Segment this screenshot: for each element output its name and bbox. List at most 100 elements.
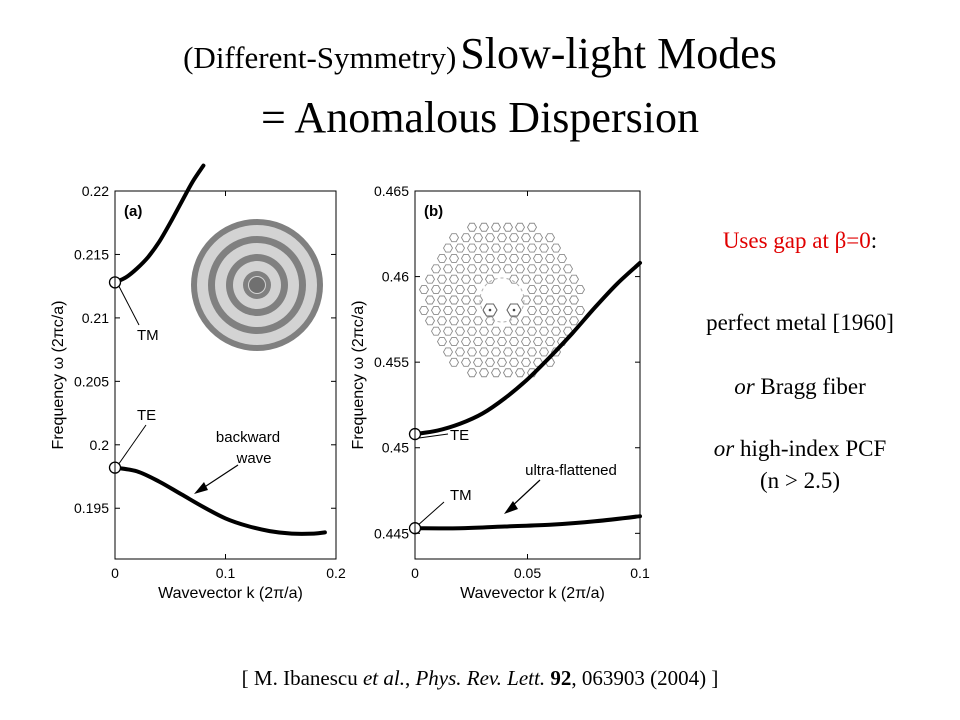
pcf-lattice-cell-66 bbox=[538, 285, 550, 295]
pcf-index-note: (n > 2.5) bbox=[759, 468, 841, 493]
panel-label: (a) bbox=[124, 203, 142, 220]
tm-leader-line bbox=[418, 501, 445, 525]
bragg-ring-8 bbox=[249, 277, 265, 293]
pcf-lattice-cell-119 bbox=[496, 337, 508, 347]
x-axis-label: Wavevector k (2π/a) bbox=[460, 585, 605, 602]
pcf-lattice-cell-101 bbox=[568, 316, 580, 326]
tm-leader-line bbox=[118, 286, 140, 326]
pcf-lattice-cell-20 bbox=[502, 243, 514, 253]
pcf-lattice-cell-51 bbox=[460, 274, 472, 284]
pcf-lattice-cell-90 bbox=[424, 316, 436, 326]
te-leader-line bbox=[418, 433, 449, 439]
pcf-lattice-cell-49 bbox=[436, 274, 448, 284]
te-leader-line bbox=[118, 424, 147, 464]
chart-panel-a: 0.195 0.2 0.205 0.21 0.215 0.22 0 0.1 0.2 Wavevec… bbox=[50, 163, 346, 602]
x-axis-label: Wavevector k (2π/a) bbox=[158, 585, 303, 602]
pcf-lattice-cell-70 bbox=[424, 295, 436, 305]
pcf-lattice-cell-77 bbox=[544, 295, 556, 305]
pcf-lattice-cell-22 bbox=[526, 243, 538, 253]
bragg-fiber-inset bbox=[191, 219, 323, 351]
pcf-lattice-cell-40 bbox=[478, 264, 490, 274]
pcf-lattice-cell-63 bbox=[454, 285, 466, 295]
wave-annotation: wave bbox=[235, 450, 271, 467]
pcf-lattice-cell-106 bbox=[478, 326, 490, 336]
pcf-lattice-cell-5 bbox=[526, 222, 538, 232]
pcf-or: or bbox=[713, 436, 735, 461]
title-main: Slow-light Modes bbox=[460, 29, 777, 78]
pcf-core-dot-1 bbox=[512, 308, 516, 312]
pcf-lattice-cell-30 bbox=[496, 253, 508, 263]
pcf-lattice-cell-25 bbox=[436, 253, 448, 263]
backward-arrow-shaft bbox=[199, 464, 239, 491]
photonic-crystal-fiber-inset bbox=[418, 222, 586, 378]
pcf-lattice-cell-55 bbox=[520, 274, 532, 284]
pcf-lattice-cell-19 bbox=[490, 243, 502, 253]
pcf-lattice-cell-132 bbox=[526, 347, 538, 357]
pcf-lattice-cell-130 bbox=[502, 347, 514, 357]
y-tick-label: 0.2 bbox=[90, 437, 110, 453]
y-tick-label: 0.21 bbox=[82, 310, 109, 326]
pcf-lattice-cell-111 bbox=[538, 326, 550, 336]
pcf-lattice-cell-116 bbox=[460, 337, 472, 347]
pcf-lattice-cell-60 bbox=[418, 285, 430, 295]
pcf-lattice-cell-104 bbox=[454, 326, 466, 336]
pcf-lattice-cell-37 bbox=[442, 264, 454, 274]
series-te-line bbox=[413, 260, 642, 437]
pcf-lattice-cell-53 bbox=[484, 274, 496, 284]
flattened-arrow-head bbox=[504, 501, 518, 514]
pcf-lattice-cell-6 bbox=[448, 233, 460, 243]
pcf-lattice-cell-86 bbox=[538, 305, 550, 315]
pcf-lattice-cell-121 bbox=[520, 337, 532, 347]
gap-note-colon: : bbox=[870, 228, 878, 253]
pcf-lattice-cell-59 bbox=[568, 274, 580, 284]
pcf-lattice-cell-133 bbox=[538, 347, 550, 357]
pcf-lattice-cell-102 bbox=[430, 326, 442, 336]
pcf-lattice-cell-3 bbox=[502, 222, 514, 232]
gap-note-symbol: β=0 bbox=[834, 228, 871, 253]
pcf-lattice-cell-73 bbox=[460, 295, 472, 305]
x-tick-label: 0.2 bbox=[326, 565, 346, 581]
tm-annotation: TM bbox=[450, 487, 472, 504]
pcf-lattice-cell-91 bbox=[436, 316, 448, 326]
pcf-lattice-cell-145 bbox=[478, 368, 490, 378]
pcf-core-hex-1 bbox=[506, 303, 522, 317]
series-tm-line bbox=[113, 163, 206, 285]
pcf-lattice-cell-107 bbox=[490, 326, 502, 336]
pcf-lattice-cell-1 bbox=[478, 222, 490, 232]
pcf-lattice-cell-76 bbox=[532, 295, 544, 305]
pcf-lattice-cell-146 bbox=[490, 368, 502, 378]
pcf-lattice-cell-138 bbox=[484, 357, 496, 367]
pcf-lattice-cell-115 bbox=[448, 337, 460, 347]
y-tick-label: 0.45 bbox=[382, 440, 409, 456]
pcf-lattice-cell-93 bbox=[460, 316, 472, 326]
pcf-lattice-cell-13 bbox=[532, 233, 544, 243]
pcf-lattice-cell-117 bbox=[472, 337, 484, 347]
pcf-lattice-cell-125 bbox=[442, 347, 454, 357]
pcf-lattice-cell-88 bbox=[562, 305, 574, 315]
pcf-lattice-cell-95 bbox=[484, 316, 496, 326]
backward-arrow-head bbox=[194, 482, 208, 494]
pcf-lattice-cell-89 bbox=[574, 305, 586, 315]
te-annotation: TE bbox=[450, 427, 469, 444]
pcf-lattice-cell-135 bbox=[448, 357, 460, 367]
y-axis-label: Frequency ω (2πc/a) bbox=[350, 301, 367, 450]
pcf-lattice-cell-35 bbox=[556, 253, 568, 263]
pcf-lattice-cell-34 bbox=[544, 253, 556, 263]
pcf-lattice-cell-79 bbox=[568, 295, 580, 305]
pcf-lattice-cell-33 bbox=[532, 253, 544, 263]
pcf-lattice-cell-11 bbox=[508, 233, 520, 243]
pcf-lattice-cell-46 bbox=[550, 264, 562, 274]
pcf-lattice-cell-12 bbox=[520, 233, 532, 243]
citation-volume: 92 bbox=[550, 666, 572, 690]
pcf-lattice-cell-18 bbox=[478, 243, 490, 253]
y-tick-label: 0.195 bbox=[74, 500, 109, 516]
citation: [ M. Ibanescu et al., Phys. Rev. Lett. 9… bbox=[0, 666, 960, 691]
pcf-lattice-cell-122 bbox=[532, 337, 544, 347]
pcf-lattice-cell-140 bbox=[508, 357, 520, 367]
pcf-lattice-cell-108 bbox=[502, 326, 514, 336]
citation-etal: et al. bbox=[362, 666, 405, 690]
pcf-lattice-cell-38 bbox=[454, 264, 466, 274]
y-tick-label: 0.205 bbox=[74, 373, 109, 389]
backward-annotation: backward bbox=[216, 429, 280, 446]
pcf-lattice-cell-120 bbox=[508, 337, 520, 347]
